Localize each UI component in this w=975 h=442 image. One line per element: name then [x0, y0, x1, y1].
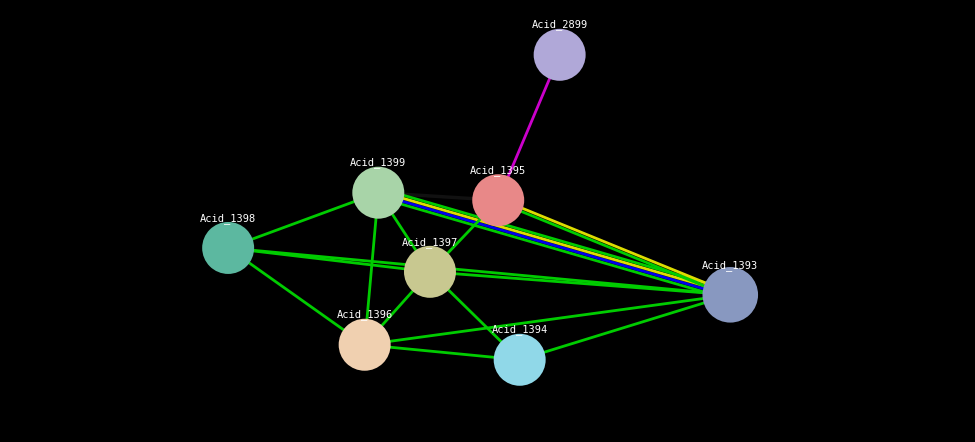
Point — [370, 189, 386, 196]
Text: Acid_1398: Acid_1398 — [200, 213, 256, 224]
Text: Acid_1393: Acid_1393 — [702, 259, 759, 271]
Text: Acid_1396: Acid_1396 — [336, 309, 393, 320]
Text: Acid_1395: Acid_1395 — [470, 165, 526, 176]
Point — [422, 268, 438, 275]
Point — [220, 244, 236, 251]
Point — [722, 291, 738, 298]
Text: Acid_1394: Acid_1394 — [491, 324, 548, 335]
Text: Acid_1397: Acid_1397 — [402, 236, 458, 248]
Point — [357, 341, 372, 348]
Text: Acid_1399: Acid_1399 — [350, 157, 407, 168]
Text: Acid_2899: Acid_2899 — [531, 19, 588, 30]
Point — [490, 197, 506, 204]
Point — [512, 356, 527, 363]
Point — [552, 51, 567, 58]
